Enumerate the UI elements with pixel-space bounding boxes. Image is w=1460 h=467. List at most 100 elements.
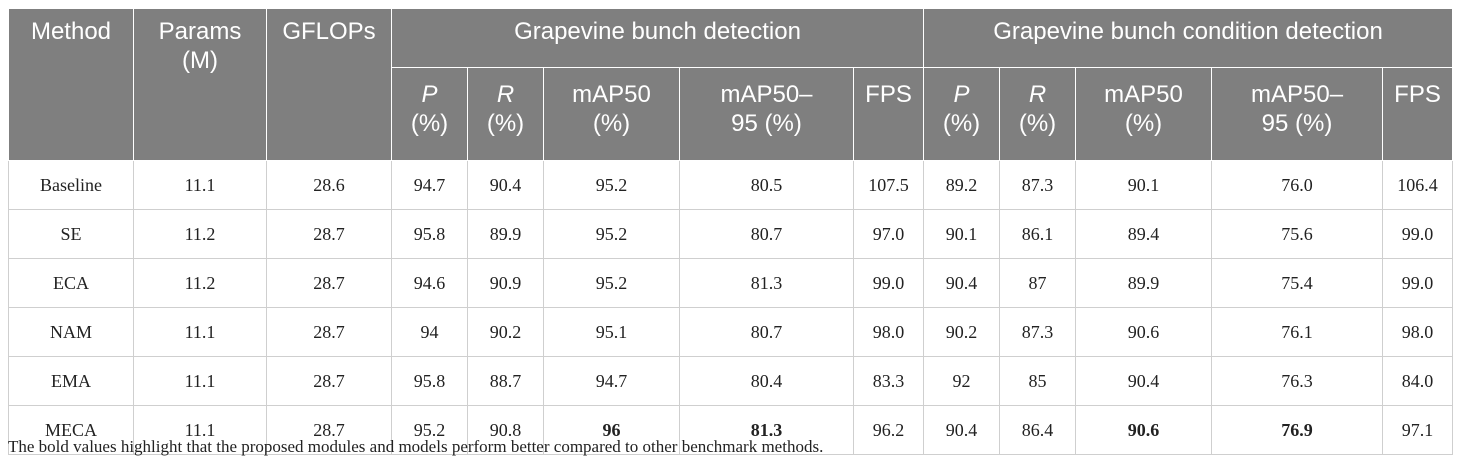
- header-group-bunch-detection: Grapevine bunch detection: [390, 8, 925, 68]
- cell-g1-metric-2: 95.2: [543, 209, 680, 259]
- header-metric-line2: (%): [410, 110, 449, 137]
- cell-g1-metric-0: 95.2: [391, 405, 468, 455]
- cell-g1-metric-0: 95.8: [391, 209, 468, 259]
- header-g2-metric-1: R (%): [999, 67, 1077, 161]
- header-g2-metric-4: FPS: [1382, 67, 1454, 161]
- cell-g2-metric-0: 90.4: [923, 405, 1001, 455]
- header-g1-metric-2: mAP50 (%): [543, 67, 680, 161]
- cell-params: 11.2: [133, 258, 267, 308]
- header-metric-line2: (%): [1124, 110, 1163, 137]
- cell-g2-metric-3: 76.0: [1211, 160, 1384, 210]
- cell-g2-metric-1: 87.3: [999, 160, 1077, 210]
- header-params-line2: (M): [182, 47, 218, 74]
- header-g2-metric-2: mAP50 (%): [1075, 67, 1213, 161]
- cell-gflops: 28.7: [266, 258, 392, 308]
- cell-g2-metric-0: 92: [923, 356, 1001, 406]
- header-g1-metric-1: R (%): [467, 67, 544, 161]
- cell-gflops: 28.7: [266, 307, 392, 357]
- cell-method: NAM: [8, 307, 134, 357]
- cell-g2-metric-4: 98.0: [1382, 307, 1454, 357]
- cell-g2-metric-4: 99.0: [1382, 209, 1454, 259]
- cell-method: ECA: [8, 258, 134, 308]
- cell-g1-metric-1: 89.9: [467, 209, 544, 259]
- cell-g1-metric-1: 90.8: [467, 405, 544, 455]
- header-metric-line1: P: [953, 81, 970, 108]
- cell-g2-metric-3: 76.9: [1211, 405, 1384, 455]
- cell-g1-metric-3: 81.3: [679, 405, 854, 455]
- cell-g1-metric-4: 99.0: [852, 258, 925, 308]
- table-row: EMA 11.1 28.7 95.8 88.7 94.7 80.4 83.3 92 85 90.4 7…: [8, 356, 1454, 406]
- header-metric-line1: mAP50–: [720, 81, 813, 108]
- header-params-line1: Params: [158, 18, 242, 45]
- cell-g2-metric-2: 90.4: [1075, 356, 1213, 406]
- cell-g2-metric-0: 90.1: [923, 209, 1001, 259]
- cell-g2-metric-2: 90.6: [1075, 307, 1213, 357]
- cell-g2-metric-3: 76.3: [1211, 356, 1384, 406]
- cell-g1-metric-4: 96.2: [852, 405, 925, 455]
- table-row: NAM 11.1 28.7 94 90.2 95.1 80.7 98.0 90.2 87.3 90.…: [8, 307, 1454, 357]
- header-metric-line2: 95 (%): [1261, 110, 1333, 137]
- cell-g1-metric-2: 95.2: [543, 160, 680, 210]
- header-g2-metric-3: mAP50– 95 (%): [1211, 67, 1384, 161]
- cell-g1-metric-2: 95.2: [543, 258, 680, 308]
- cell-g1-metric-1: 90.4: [467, 160, 544, 210]
- header-metric-line1: mAP50: [1104, 81, 1183, 108]
- cell-g1-metric-0: 94.6: [391, 258, 468, 308]
- cell-params: 11.1: [133, 307, 267, 357]
- header-metric-line1: FPS: [865, 81, 912, 108]
- cell-g2-metric-4: 84.0: [1382, 356, 1454, 406]
- cell-params: 11.1: [133, 356, 267, 406]
- cell-g1-metric-3: 80.4: [679, 356, 854, 406]
- cell-g2-metric-0: 90.4: [923, 258, 1001, 308]
- cell-g1-metric-4: 97.0: [852, 209, 925, 259]
- cell-g1-metric-3: 80.7: [679, 307, 854, 357]
- header-metric-line1: R: [1028, 81, 1047, 108]
- header-metric-line1: R: [496, 81, 515, 108]
- cell-gflops: 28.6: [266, 160, 392, 210]
- table-body: Baseline 11.1 28.6 94.7 90.4 95.2 80.5 107.5 89.…: [8, 160, 1454, 455]
- header-method: Method: [8, 8, 134, 161]
- cell-g1-metric-3: 80.7: [679, 209, 854, 259]
- header-metric-line2: (%): [592, 110, 631, 137]
- table-row: ECA 11.2 28.7 94.6 90.9 95.2 81.3 99.0 90.4 87 89.…: [8, 258, 1454, 308]
- header-metric-line1: mAP50–: [1250, 81, 1344, 108]
- header-g1-metric-0: P (%): [391, 67, 468, 161]
- metric-header-row: P (%) R (%) mAP50 (%) mAP50– 95 (%) FPS P (%) R (%) m…: [9, 67, 1454, 161]
- cell-g2-metric-4: 106.4: [1382, 160, 1454, 210]
- cell-g2-metric-4: 99.0: [1382, 258, 1454, 308]
- cell-g1-metric-1: 90.9: [467, 258, 544, 308]
- table-row: Baseline 11.1 28.6 94.7 90.4 95.2 80.5 107.5 89.…: [8, 160, 1454, 210]
- cell-g2-metric-0: 89.2: [923, 160, 1001, 210]
- cell-g1-metric-4: 83.3: [852, 356, 925, 406]
- cell-gflops: 28.7: [266, 405, 392, 455]
- cell-g2-metric-2: 90.6: [1075, 405, 1213, 455]
- header-metric-line1: mAP50: [572, 81, 651, 108]
- cell-g1-metric-1: 88.7: [467, 356, 544, 406]
- cell-method: MECA: [8, 405, 134, 455]
- cell-g2-metric-2: 89.9: [1075, 258, 1213, 308]
- cell-g1-metric-3: 81.3: [679, 258, 854, 308]
- cell-params: 11.1: [133, 405, 267, 455]
- cell-g2-metric-1: 86.4: [999, 405, 1077, 455]
- header-metric-line2: (%): [486, 110, 525, 137]
- cell-method: SE: [8, 209, 134, 259]
- cell-g1-metric-0: 94.7: [391, 160, 468, 210]
- cell-g2-metric-3: 76.1: [1211, 307, 1384, 357]
- cell-g1-metric-1: 90.2: [467, 307, 544, 357]
- cell-g2-metric-1: 85: [999, 356, 1077, 406]
- cell-g2-metric-1: 86.1: [999, 209, 1077, 259]
- cell-g2-metric-4: 97.1: [1382, 405, 1454, 455]
- cell-method: EMA: [8, 356, 134, 406]
- cell-g2-metric-2: 90.1: [1075, 160, 1213, 210]
- cell-g1-metric-0: 94: [391, 307, 468, 357]
- table-row: MECA 11.1 28.7 95.2 90.8 96 81.3 96.2 90.4 86.4 90…: [8, 405, 1454, 455]
- cell-g2-metric-1: 87.3: [999, 307, 1077, 357]
- cell-g1-metric-4: 107.5: [852, 160, 925, 210]
- cell-g2-metric-3: 75.6: [1211, 209, 1384, 259]
- cell-g2-metric-2: 89.4: [1075, 209, 1213, 259]
- header-g1-metric-3: mAP50– 95 (%): [679, 67, 854, 161]
- cell-g2-metric-3: 75.4: [1211, 258, 1384, 308]
- cell-params: 11.2: [133, 209, 267, 259]
- header-params: Params (M): [133, 8, 267, 161]
- header-metric-line1: FPS: [1394, 81, 1441, 108]
